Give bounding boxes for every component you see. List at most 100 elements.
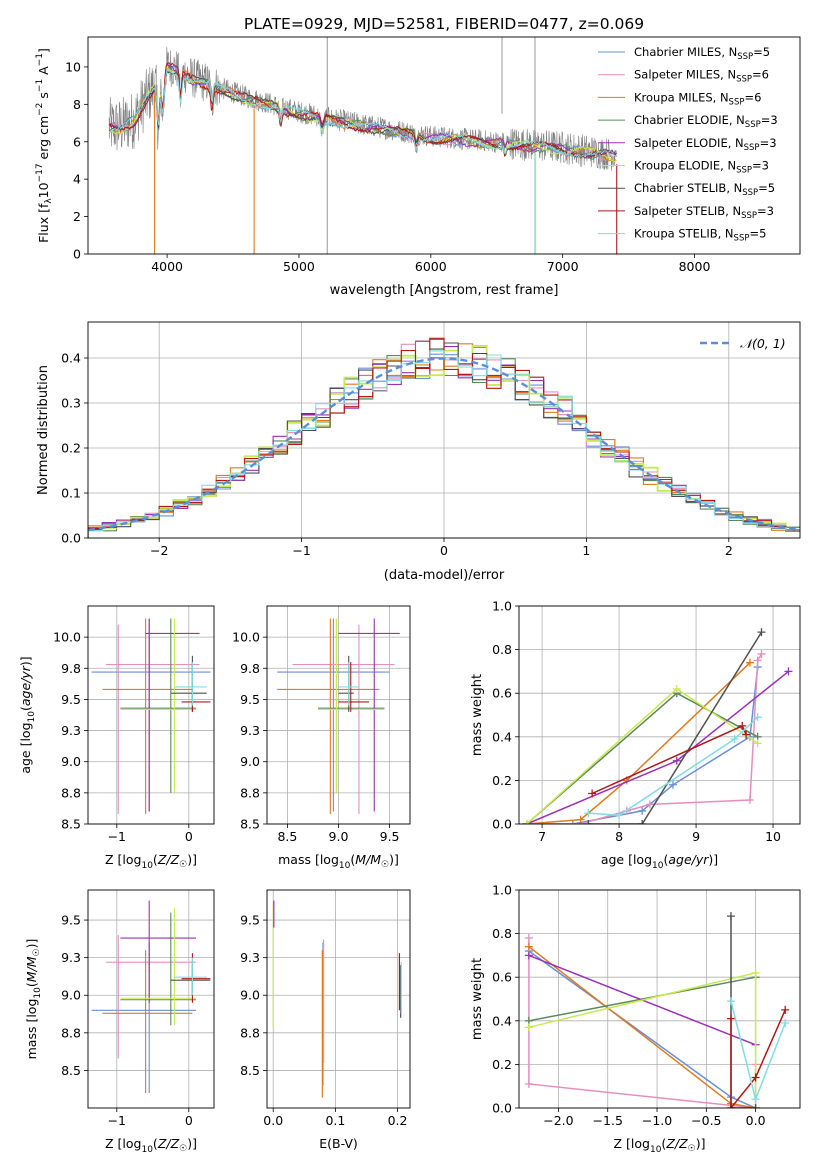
legend-label-kroupa-stelib-part: SSP xyxy=(734,234,750,244)
legend-label-salpeter-miles: Salpeter MILES, NSSP=6 xyxy=(634,68,769,85)
x-tick-label: −0.5 xyxy=(691,1113,721,1128)
x-axis-label-part: Z [log xyxy=(105,852,141,867)
gaussian-reference-curve xyxy=(88,357,800,532)
legend-label-chabrier-elodie: Chabrier ELODIE, NSSP=3 xyxy=(634,113,778,130)
y-tick-label: 8.8 xyxy=(240,1025,260,1040)
weight-marker-salpeter-miles xyxy=(645,800,654,809)
model-line-salpeter-stelib xyxy=(108,62,617,159)
y-tick-label: 0.0 xyxy=(492,1101,512,1116)
axes-frame xyxy=(266,889,411,1109)
spectrum-panel: 4000 5000 6000 7000 8000 0 2 4 6 8 10 wavelength [A… xyxy=(35,36,801,298)
y-axis-label-part: −1 xyxy=(35,79,45,92)
x-tick-label: 0 xyxy=(185,1113,193,1128)
x-tick-label: −1 xyxy=(108,1113,126,1128)
weight-marker-kroupa-elodie xyxy=(751,968,760,977)
y-axis-label-part: −2 xyxy=(35,103,45,116)
legend-label-salpeter-stelib-part: SSP xyxy=(741,211,757,221)
y-tick-label: 9.0 xyxy=(240,988,260,1003)
x-axis-label-part: age/yr xyxy=(668,852,709,867)
legend-label-chabrier-stelib-part: SSP xyxy=(742,188,758,198)
x-tick-label: 0 xyxy=(440,543,448,558)
y-axis-label-part: ☉ xyxy=(32,948,42,956)
x-axis-label-part: Z/Z xyxy=(157,1136,180,1151)
legend-label-kroupa-stelib-part: Kroupa STELIB, N xyxy=(634,227,734,241)
y-tick-label: 9.0 xyxy=(61,988,81,1003)
figure-title: PLATE=0929, MJD=52581, FIBERID=0477, z=0… xyxy=(244,15,644,33)
y-tick-label: 9.8 xyxy=(61,661,81,676)
x-tick-label: 2 xyxy=(725,543,733,558)
x-axis-label-part: )] xyxy=(389,852,399,867)
axes-frame xyxy=(518,605,801,825)
weight-marker-chabrier-stelib xyxy=(757,628,766,637)
model-line-kroupa-stelib xyxy=(108,70,617,159)
weight-marker-chabrier-miles xyxy=(568,820,577,824)
y-tick-label: 9.5 xyxy=(240,913,260,928)
x-axis-label-part: ☉ xyxy=(688,1144,696,1154)
legend-label-chabrier-elodie-part: SSP xyxy=(745,120,761,130)
x-axis-label-part: )] xyxy=(708,852,718,867)
legend-label-salpeter-miles-part: Salpeter MILES, N xyxy=(634,68,736,82)
x-axis-label-part: ☉ xyxy=(381,860,389,870)
x-tick-label: 8000 xyxy=(679,259,711,274)
x-axis-label: mass [log10(M/M☉)] xyxy=(278,852,399,871)
x-tick-label: −2 xyxy=(150,543,168,558)
x-axis-label-part: ( xyxy=(661,1136,666,1151)
legend-label-salpeter-elodie: Salpeter ELODIE, NSSP=3 xyxy=(634,136,777,153)
legend-label-salpeter-stelib: Salpeter STELIB, NSSP=3 xyxy=(634,204,774,221)
weight-marker-chabrier-stelib xyxy=(751,1104,760,1108)
x-axis-label-part: 10 xyxy=(650,1145,662,1155)
weight-marker-kroupa-elodie xyxy=(753,739,762,748)
y-tick-label: 9.5 xyxy=(61,913,81,928)
x-axis-label-part: )] xyxy=(187,1136,197,1151)
y-axis-label-part: )] xyxy=(18,656,33,666)
weight-marker-salpeter-stelib xyxy=(726,1014,735,1023)
x-tick-label: 9.5 xyxy=(380,829,400,844)
histogram-kroupa-stelib xyxy=(88,350,800,538)
weight-marker-chabrier-stelib xyxy=(638,820,647,824)
y-axis-label-part: age/yr xyxy=(18,665,33,706)
x-tick-label: 1 xyxy=(582,543,590,558)
legend-label-salpeter-elodie-part: =3 xyxy=(760,136,777,150)
x-axis-label-part: )] xyxy=(187,852,197,867)
plot-area xyxy=(522,628,793,824)
y-axis-label-part: M/M xyxy=(24,956,39,982)
residual-histogram-panel: −2 −1 0 1 2 0.0 0.1 0.2 0.3 0.4 𝒩(0, 1) (data-model… xyxy=(36,321,801,583)
y-tick-label: 0.8 xyxy=(492,926,512,941)
x-axis-label-part: Z [log xyxy=(614,1136,650,1151)
y-tick-label: 6 xyxy=(73,134,81,149)
x-tick-label: 0.0 xyxy=(263,1113,283,1128)
legend-label-kroupa-elodie-part: =3 xyxy=(752,159,769,173)
legend-label-chabrier-stelib: Chabrier STELIB, NSSP=5 xyxy=(634,181,775,198)
y-axis-label-part: ( xyxy=(18,706,33,711)
y-axis-label-part: s xyxy=(36,92,51,103)
y-tick-label: 0.4 xyxy=(61,351,81,366)
x-tick-label: 6000 xyxy=(415,259,447,274)
age-vs-metallicity-panel: −1 08.58.89.09.39.59.810.0Z [log10(Z/Z☉)]… xyxy=(18,605,215,871)
weight-marker-chabrier-miles xyxy=(668,780,677,789)
weight-marker-kroupa-stelib xyxy=(726,997,735,1006)
x-tick-label: −1 xyxy=(108,829,126,844)
x-tick-label: −1 xyxy=(292,543,310,558)
legend-label-chabrier-miles-part: Chabrier MILES, N xyxy=(634,45,737,59)
axes-frame xyxy=(518,889,801,1109)
y-tick-label: 8.8 xyxy=(240,785,260,800)
weight-marker-salpeter-stelib xyxy=(751,1073,760,1082)
y-tick-label: 0.8 xyxy=(492,642,512,657)
legend-label-chabrier-stelib-part: =5 xyxy=(758,181,775,195)
weight-marker-salpeter-elodie xyxy=(524,951,533,960)
legend-label-kroupa-elodie-part: Kroupa ELODIE, N xyxy=(634,159,736,173)
x-axis-label-part: mass [log xyxy=(278,852,339,867)
axes-frame xyxy=(87,605,215,825)
legend-label-kroupa-stelib: Kroupa STELIB, NSSP=5 xyxy=(634,227,766,244)
x-tick-label: −1.0 xyxy=(642,1113,672,1128)
legend-label-gaussian: 𝒩(0, 1) xyxy=(740,336,786,351)
mass-vs-metallicity-panel: −1 08.58.89.09.39.5Z [log10(Z/Z☉)]mass [l… xyxy=(24,889,215,1155)
weight-marker-kroupa-stelib xyxy=(584,809,593,818)
x-tick-label: −1.5 xyxy=(593,1113,623,1128)
plot-area xyxy=(91,618,211,815)
legend-label-chabrier-miles: Chabrier MILES, NSSP=5 xyxy=(634,45,770,62)
legend-label-kroupa-elodie: Kroupa ELODIE, NSSP=3 xyxy=(634,159,769,176)
legend-label-kroupa-miles: Kroupa MILES, NSSP=6 xyxy=(634,90,761,107)
x-axis-label-part: 10 xyxy=(141,1145,153,1155)
